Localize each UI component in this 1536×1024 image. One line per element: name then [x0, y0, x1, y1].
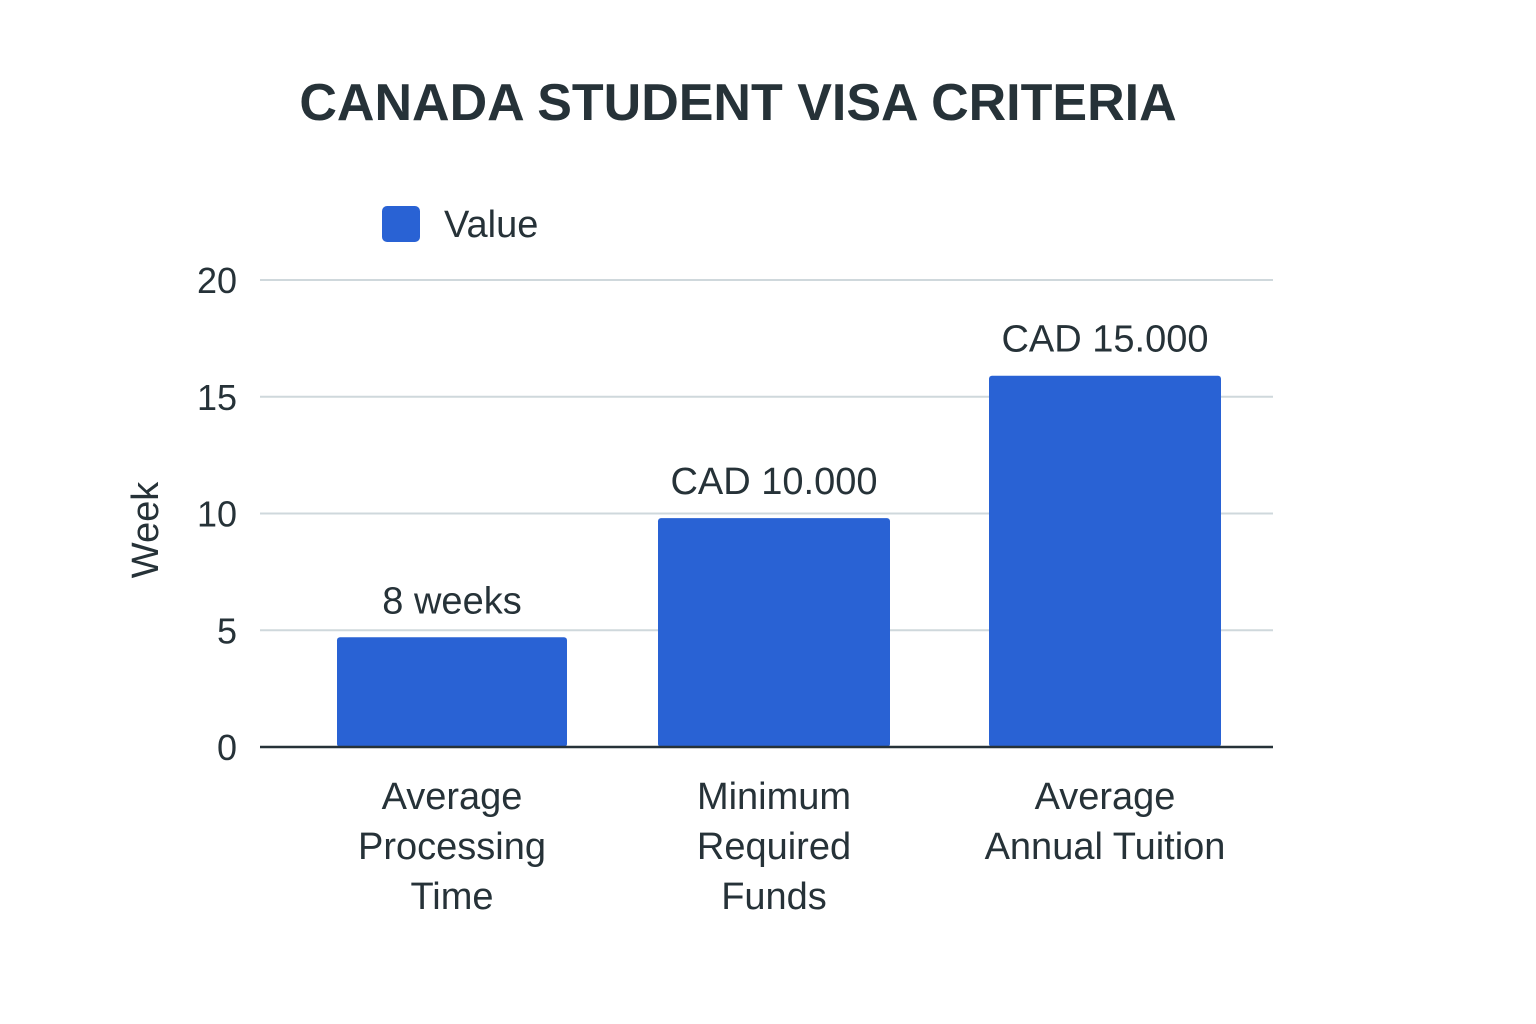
category-label-line: Average	[382, 776, 523, 818]
category-label-line: Minimum	[697, 776, 851, 818]
x-axis-categories: Average Processing Time Minimum Required Fund…	[358, 776, 1225, 918]
legend-swatch	[382, 206, 420, 242]
y-tick-label: 0	[217, 727, 237, 768]
data-label: CAD 15.000	[1001, 319, 1208, 361]
bars	[337, 375, 1221, 747]
category-label-line: Average	[1035, 776, 1176, 818]
category-label-line: Processing	[358, 826, 546, 868]
category-label-line: Time	[410, 876, 493, 918]
y-axis-ticks: 0 5 10 15 20	[197, 260, 237, 768]
bar	[337, 637, 567, 747]
legend: Value	[382, 204, 538, 246]
y-tick-label: 15	[197, 377, 237, 418]
data-label: CAD 10.000	[670, 461, 877, 503]
y-tick-label: 5	[217, 610, 237, 651]
category-label: Average Annual Tuition	[985, 776, 1226, 868]
y-tick-label: 10	[197, 494, 237, 535]
bar	[989, 375, 1221, 747]
category-label-line: Annual Tuition	[985, 826, 1226, 868]
category-label: Average Processing Time	[358, 776, 546, 918]
bar	[658, 518, 890, 747]
chart-title: CANADA STUDENT VISA CRITERIA	[299, 74, 1176, 132]
y-axis-title: Week	[125, 481, 167, 578]
y-tick-label: 20	[197, 260, 237, 301]
category-label: Minimum Required Funds	[697, 776, 851, 918]
data-labels: 8 weeks CAD 10.000 CAD 15.000	[382, 319, 1208, 623]
category-label-line: Funds	[721, 876, 827, 918]
legend-label: Value	[444, 204, 538, 246]
data-label: 8 weeks	[382, 580, 521, 622]
category-label-line: Required	[697, 826, 851, 868]
